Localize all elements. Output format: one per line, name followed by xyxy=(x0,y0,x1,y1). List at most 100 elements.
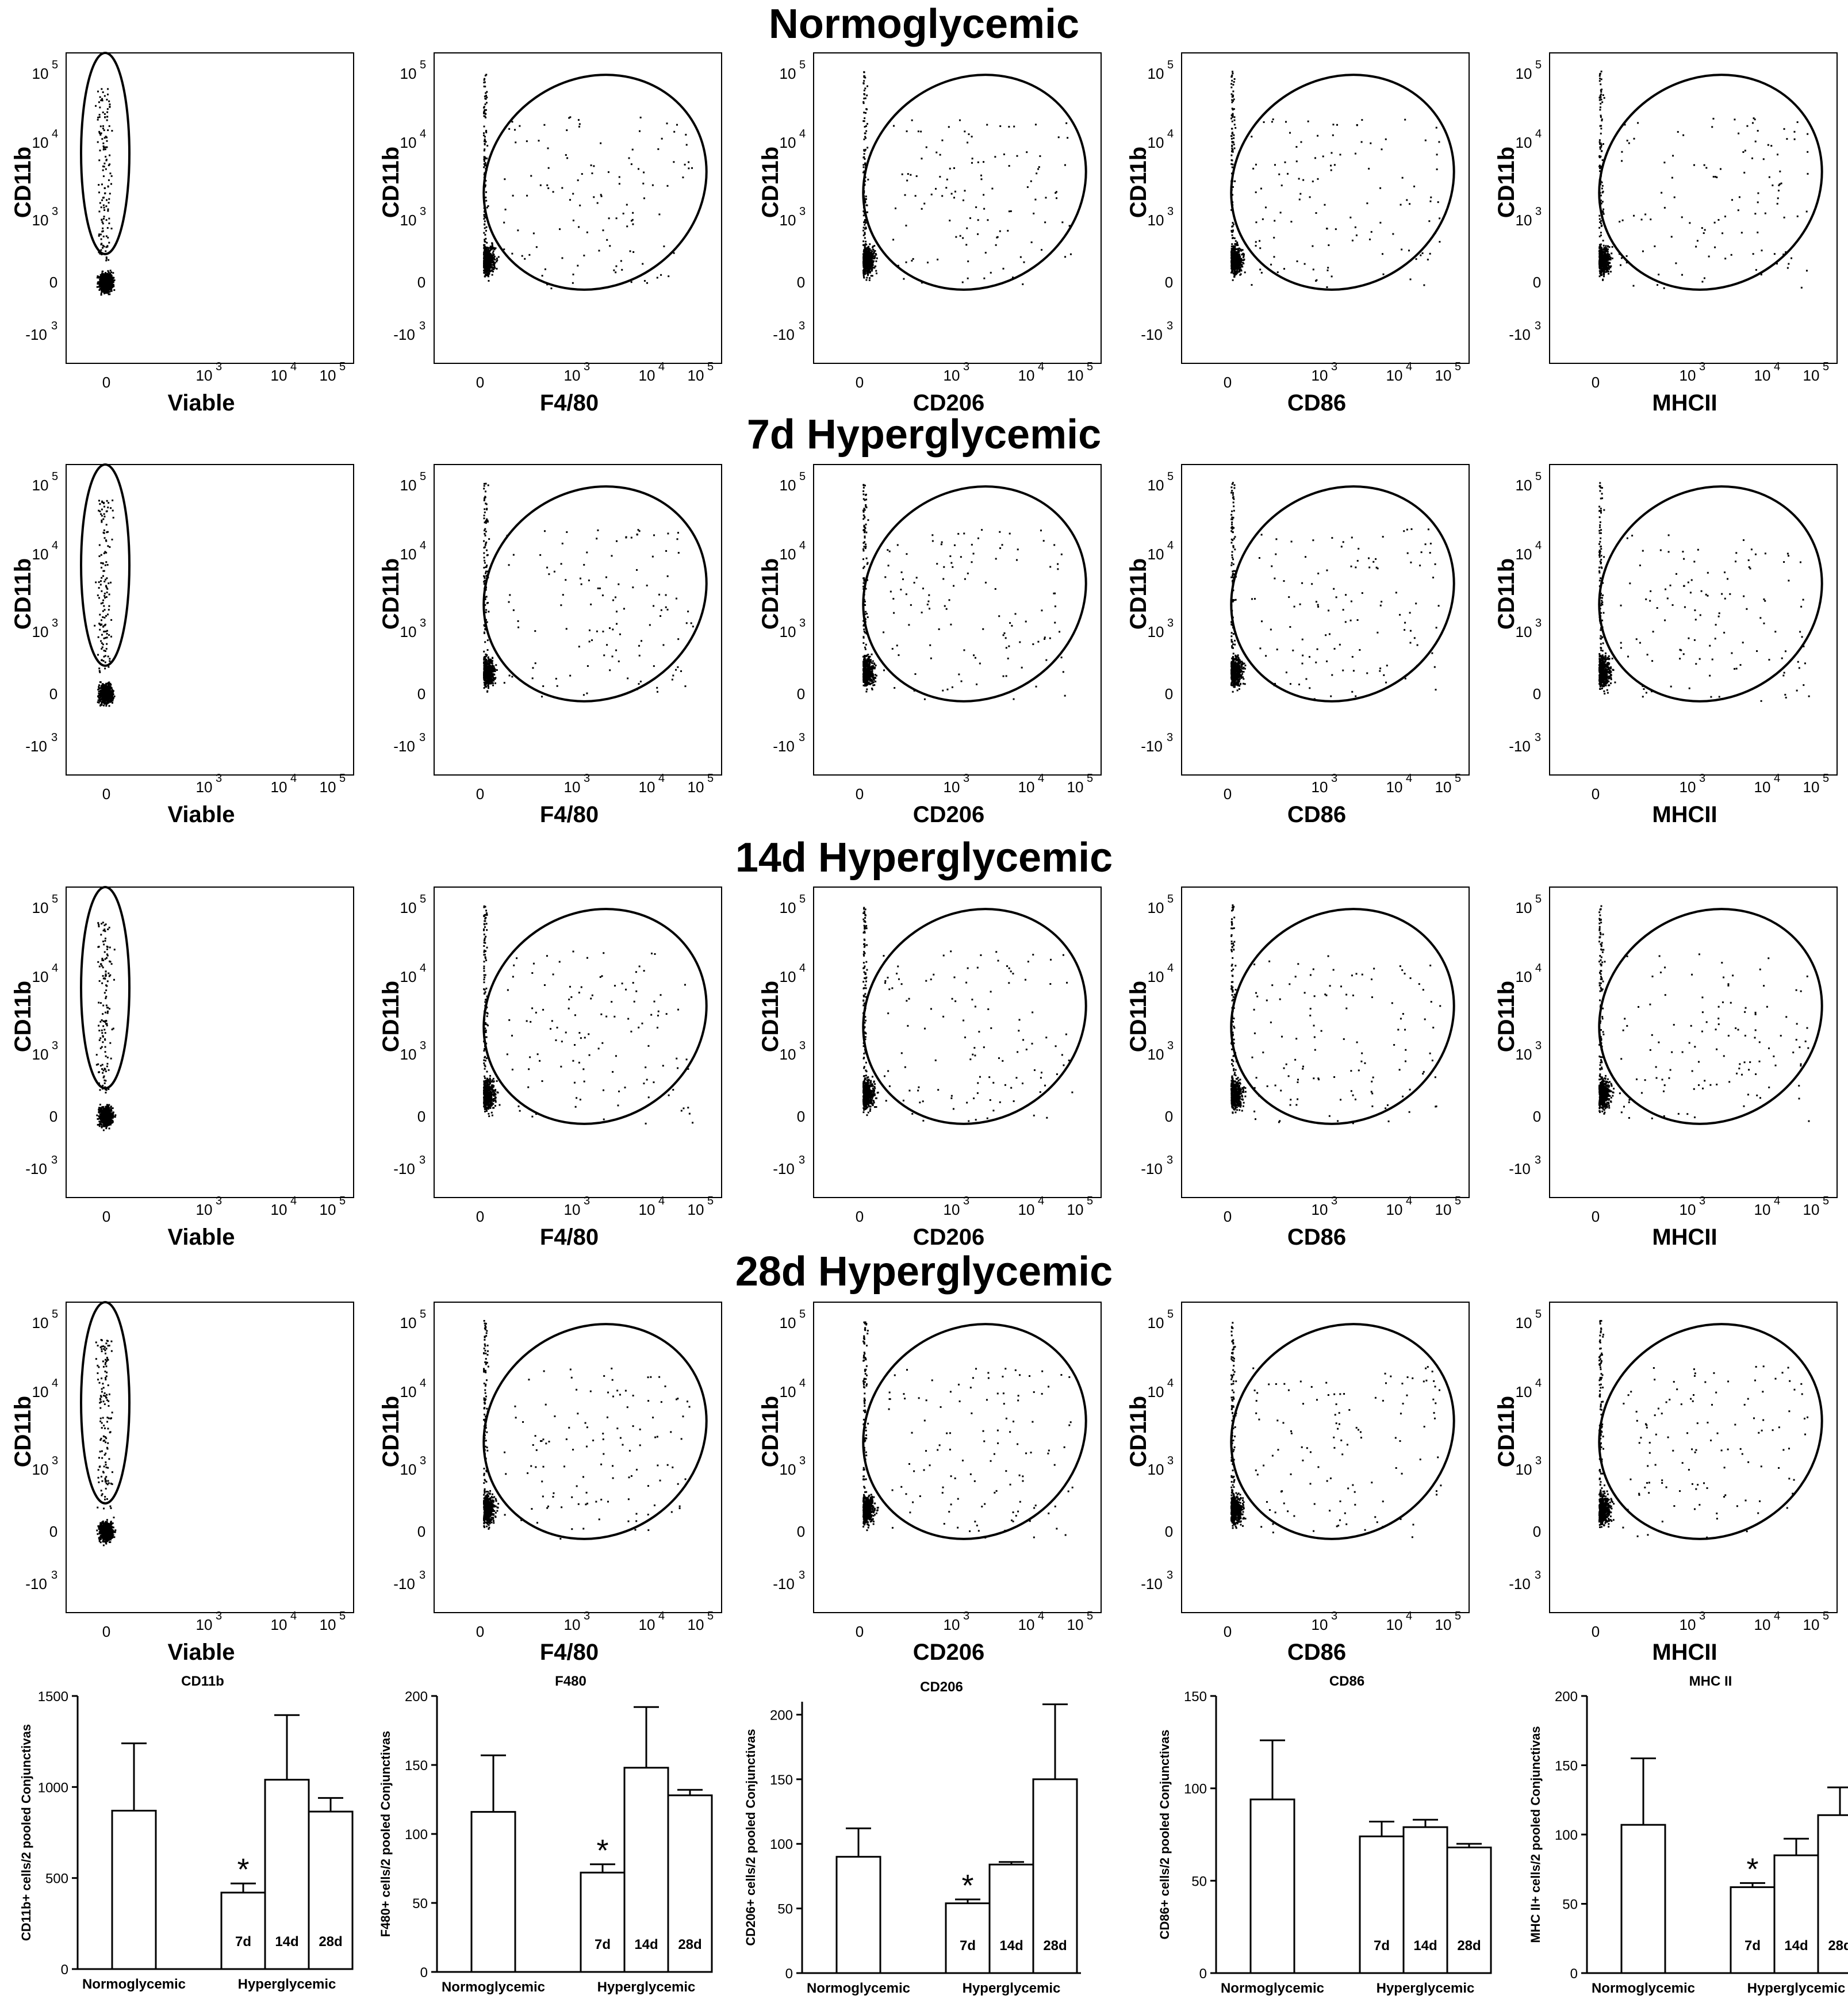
x-tick-1e3: 10 xyxy=(564,778,581,796)
bar xyxy=(1773,1854,1819,1974)
x-tick-1e4-exp: 4 xyxy=(290,1610,297,1622)
x-tick-0: 0 xyxy=(102,785,110,803)
y-tick-1e5: 10 xyxy=(780,899,796,916)
y-tick-1e3-exp: 3 xyxy=(1167,1455,1174,1467)
significance-marker: * xyxy=(961,1868,973,1903)
x-tick-1e4-exp: 4 xyxy=(1038,1195,1044,1207)
x-tick-1e4-exp: 4 xyxy=(290,772,297,785)
x-tick-1e5-exp: 5 xyxy=(1455,360,1461,373)
gate-ellipse xyxy=(862,485,1087,703)
x-tick-1e5-exp: 5 xyxy=(339,1195,346,1207)
row-title-28d-hyperglycemic: 28d Hyperglycemic xyxy=(735,1249,1113,1295)
y-tick-1e4-exp: 4 xyxy=(52,962,58,974)
gate-ellipse xyxy=(482,74,708,291)
x-tick-1e3: 10 xyxy=(944,367,960,384)
x-tick-1e3-exp: 3 xyxy=(584,360,590,373)
y-tick-1e4: 10 xyxy=(32,546,49,563)
x-tick-1e4: 10 xyxy=(639,367,655,384)
group-label: Normoglycemic xyxy=(1592,1981,1695,1996)
y-tick-neg1e3-exp: 3 xyxy=(419,731,425,744)
y-tick-neg1e3-exp: 3 xyxy=(799,731,805,744)
y-tick-neg1e3-exp: 3 xyxy=(1167,731,1173,744)
y-tick-1e3-exp: 3 xyxy=(1535,205,1542,218)
y-axis-title: CD11b xyxy=(1126,147,1151,218)
y-tick-1e3: 10 xyxy=(1148,212,1164,229)
x-tick-0: 0 xyxy=(1592,1208,1600,1225)
plot-frame xyxy=(434,887,722,1198)
bar-category-label: 14d xyxy=(999,1938,1023,1954)
x-tick-0: 0 xyxy=(856,785,864,803)
y-tick-1e3-exp: 3 xyxy=(52,205,58,218)
x-axis-title: F4/80 xyxy=(540,1225,599,1250)
x-tick-1e5-exp: 5 xyxy=(339,360,346,373)
y-tick-label: 50 xyxy=(412,1896,428,1912)
x-tick-0: 0 xyxy=(476,374,484,391)
x-tick-1e5-exp: 5 xyxy=(707,1610,714,1622)
x-tick-1e3-exp: 3 xyxy=(1699,360,1705,373)
plot-frame xyxy=(66,1302,354,1613)
y-tick-neg1e3-exp: 3 xyxy=(1167,320,1173,332)
x-tick-1e5: 10 xyxy=(1067,367,1084,384)
y-tick-neg1e3: -10 xyxy=(393,1160,415,1177)
y-tick-1e4: 10 xyxy=(780,968,796,985)
x-tick-1e4-exp: 4 xyxy=(1774,1610,1780,1622)
y-tick-1e3-exp: 3 xyxy=(420,1455,426,1467)
event-dots xyxy=(862,483,1066,700)
y-tick-1e4-exp: 4 xyxy=(1167,962,1174,974)
event-dots xyxy=(1230,482,1440,700)
y-tick-0: 0 xyxy=(1533,685,1541,703)
y-axis-title: CD11b xyxy=(378,981,404,1053)
y-tick-0: 0 xyxy=(797,274,805,291)
x-tick-1e3: 10 xyxy=(564,1616,581,1633)
y-tick-1e4-exp: 4 xyxy=(799,1377,806,1390)
x-axis-title: CD86 xyxy=(1287,1640,1346,1665)
y-tick-1e5: 10 xyxy=(32,1314,49,1331)
y-tick-neg1e3: -10 xyxy=(393,326,415,343)
y-tick-label: 150 xyxy=(1555,1759,1578,1774)
event-dots xyxy=(1230,904,1441,1125)
bar-category-label: 28d xyxy=(1457,1938,1481,1954)
event-dots xyxy=(95,88,116,296)
event-dots xyxy=(1598,482,1810,702)
y-tick-1e4: 10 xyxy=(1516,546,1532,563)
y-tick-1e5-exp: 5 xyxy=(52,59,58,71)
y-tick-1e3-exp: 3 xyxy=(52,1039,58,1052)
y-tick-1e4: 10 xyxy=(400,134,417,151)
gate-ellipse xyxy=(482,908,708,1125)
y-axis-title: CD11b xyxy=(1126,1396,1151,1468)
x-axis-title: Viable xyxy=(167,1640,235,1665)
y-tick-neg1e3: -10 xyxy=(25,738,47,755)
event-dots xyxy=(1230,1322,1442,1538)
y-tick-1e5: 10 xyxy=(400,899,417,916)
x-tick-1e4: 10 xyxy=(1018,367,1035,384)
plot-frame xyxy=(1549,887,1838,1198)
x-tick-0: 0 xyxy=(476,1208,484,1225)
x-tick-1e3: 10 xyxy=(1312,367,1328,384)
x-tick-1e4: 10 xyxy=(271,367,287,384)
y-tick-0: 0 xyxy=(1533,1523,1541,1540)
group-label: Hyperglycemic xyxy=(238,1977,336,1992)
y-tick-label: 200 xyxy=(405,1689,428,1705)
x-tick-1e3-exp: 3 xyxy=(963,360,969,373)
y-tick-0: 0 xyxy=(49,274,57,291)
bar-category-label: 28d xyxy=(319,1934,342,1950)
y-axis-title: CD11b xyxy=(1126,981,1151,1053)
x-tick-1e3: 10 xyxy=(196,367,213,384)
plot-frame xyxy=(813,887,1102,1198)
x-tick-1e3-exp: 3 xyxy=(1331,1610,1337,1622)
x-tick-1e5: 10 xyxy=(688,1616,704,1633)
x-tick-1e4: 10 xyxy=(639,778,655,796)
y-tick-label: 50 xyxy=(777,1902,793,1917)
x-tick-1e3: 10 xyxy=(1312,778,1328,796)
y-tick-1e5: 10 xyxy=(400,65,417,82)
y-tick-1e5-exp: 5 xyxy=(420,470,426,483)
bar xyxy=(1817,1814,1848,1974)
x-tick-0: 0 xyxy=(856,1623,864,1640)
gate-ellipse xyxy=(1598,1323,1823,1540)
